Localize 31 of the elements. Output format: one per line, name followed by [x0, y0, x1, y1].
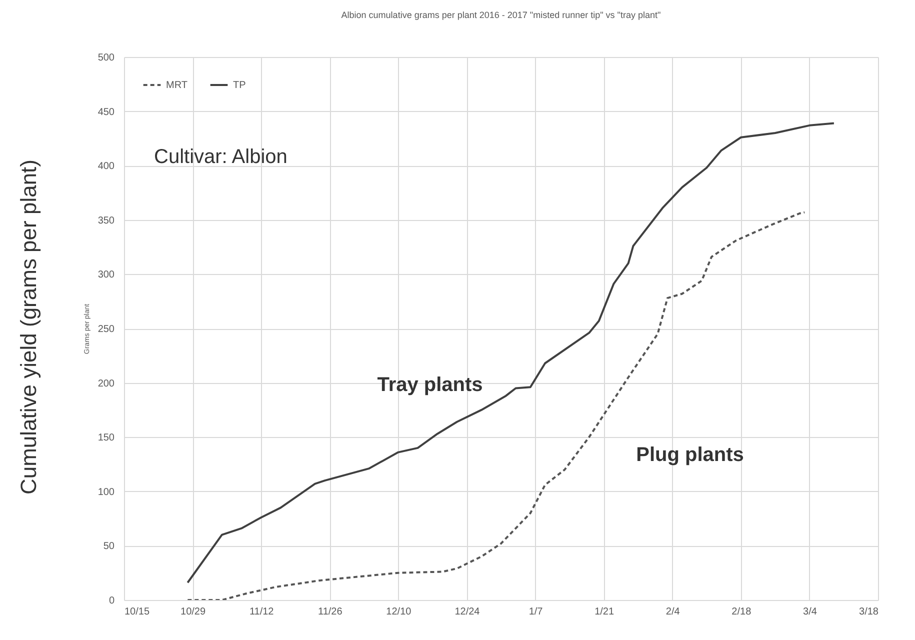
x-tick-label: 11/26 — [318, 606, 343, 618]
legend-label: MRT — [166, 80, 188, 91]
annotation: Plug plants — [636, 444, 744, 466]
y-tick-label: 300 — [98, 270, 115, 281]
x-tick-label: 2/18 — [732, 606, 752, 618]
x-tick-label: 3/18 — [859, 606, 879, 618]
x-tick-label: 11/12 — [249, 606, 274, 618]
x-tick-label: 10/15 — [124, 606, 150, 618]
annotation: Cultivar: Albion — [154, 146, 288, 168]
y-tick-label: 250 — [98, 324, 115, 335]
x-tick-label: 12/10 — [386, 606, 412, 618]
annotation: Tray plants — [377, 374, 483, 396]
y-tick-label: 200 — [98, 378, 115, 390]
y-tick-label: 50 — [103, 541, 115, 552]
y-tick-label: 450 — [98, 106, 115, 118]
x-tick-label: 2/4 — [666, 606, 680, 618]
line-series — [186, 211, 806, 600]
y-tick-label: 400 — [98, 161, 115, 172]
x-tick-label: 12/24 — [454, 606, 480, 618]
y-tick-label: 500 — [98, 52, 115, 64]
x-tick-label: 1/7 — [528, 606, 544, 618]
y-tick-label: 100 — [98, 486, 115, 498]
x-tick-label: 10/29 — [180, 606, 206, 618]
y-tick-label: 150 — [98, 432, 115, 444]
y-tick-label: 0 — [108, 596, 115, 606]
x-tick-label: 1/21 — [594, 606, 614, 618]
y-tick-label: 350 — [98, 215, 115, 226]
chart-title: Albion cumulative grams per plant 2016 - 2017 "misted runner tip" vs "tray plant" — [341, 10, 661, 20]
legend-label: TP — [233, 80, 246, 91]
x-tick-label: 3/4 — [803, 606, 818, 618]
text: Cumulative yield (grams per plant) — [16, 159, 41, 495]
